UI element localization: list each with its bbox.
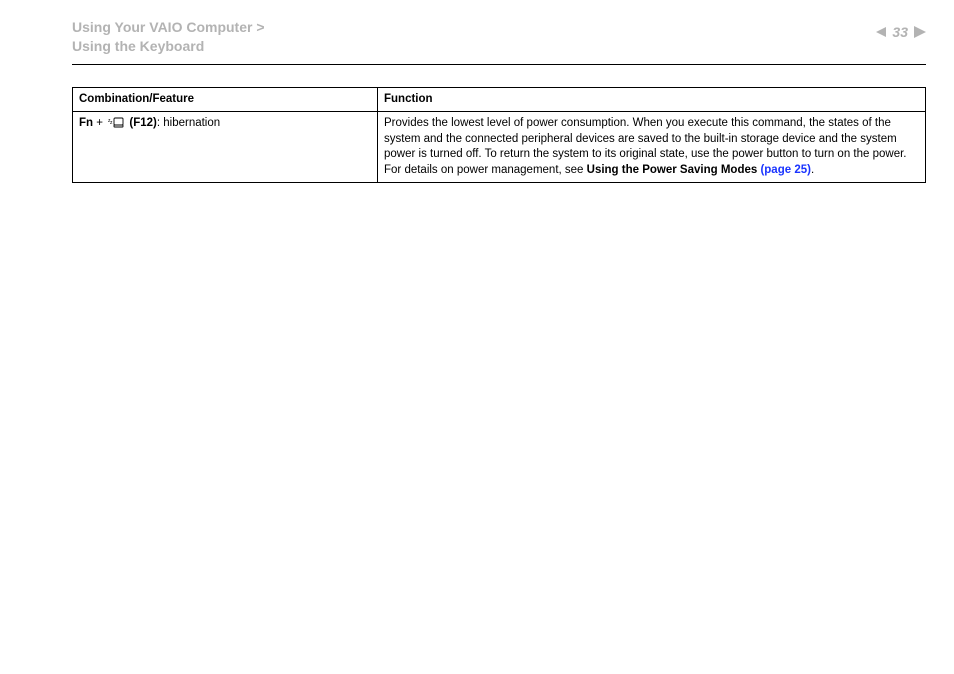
breadcrumb-line-2: Using the Keyboard <box>72 37 265 56</box>
function-description: Provides the lowest level of power consu… <box>384 117 906 160</box>
keyboard-shortcuts-table: Combination/Feature Function Fn + zz (F1… <box>72 87 926 184</box>
combo-fn: Fn <box>79 117 93 129</box>
breadcrumb: Using Your VAIO Computer > Using the Key… <box>72 18 265 56</box>
page-number: 33 <box>892 24 908 40</box>
combo-plus: + <box>93 117 106 129</box>
table-header-row: Combination/Feature Function <box>73 87 926 112</box>
page-link[interactable]: (page 25) <box>760 164 811 176</box>
next-page-icon[interactable] <box>914 26 926 38</box>
function-details-suffix: . <box>811 164 814 176</box>
table-row: Fn + zz (F12): hibernation Provides the … <box>73 112 926 183</box>
svg-text:z: z <box>110 120 113 126</box>
combo-suffix: : hibernation <box>157 117 220 129</box>
column-header-function: Function <box>378 87 926 112</box>
cell-combination: Fn + zz (F12): hibernation <box>73 112 378 183</box>
page-navigator: 33 <box>876 24 926 40</box>
page-header: Using Your VAIO Computer > Using the Key… <box>72 18 926 65</box>
prev-page-icon[interactable] <box>876 27 886 37</box>
function-details-prefix: For details on power management, see <box>384 164 587 176</box>
document-page: Using Your VAIO Computer > Using the Key… <box>0 0 954 674</box>
cell-function: Provides the lowest level of power consu… <box>378 112 926 183</box>
hibernate-icon: zz <box>108 116 124 134</box>
function-details-title: Using the Power Saving Modes <box>587 164 761 176</box>
combo-key: (F12) <box>129 117 156 129</box>
column-header-combination: Combination/Feature <box>73 87 378 112</box>
breadcrumb-line-1: Using Your VAIO Computer > <box>72 18 265 37</box>
